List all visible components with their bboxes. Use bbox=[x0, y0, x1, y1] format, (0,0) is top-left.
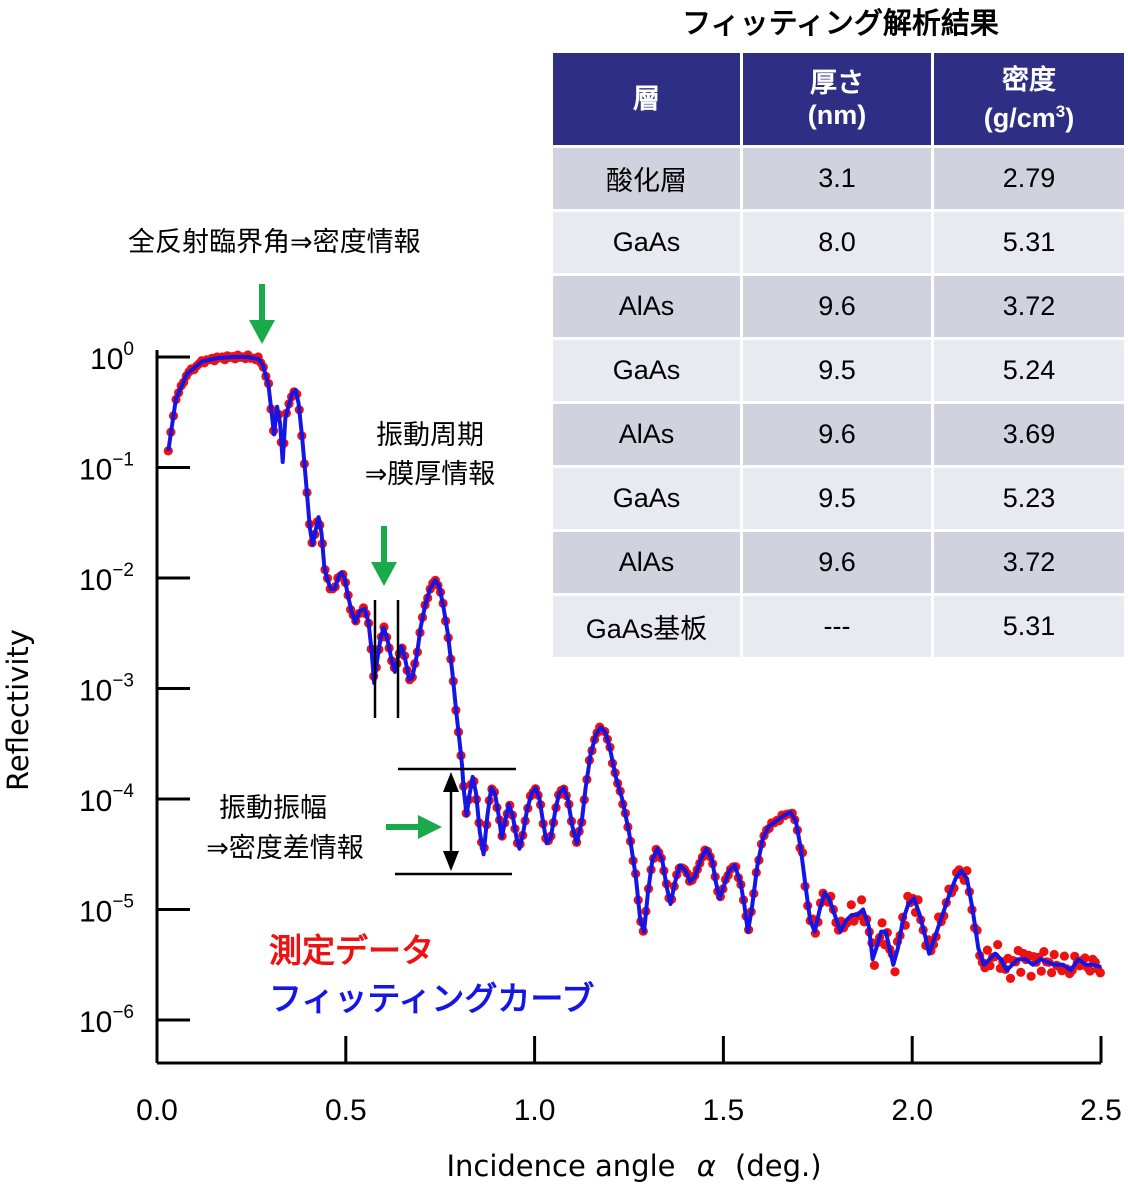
table-header-row: 層 厚さ (nm) 密度 (g/cm3) bbox=[553, 53, 1124, 145]
table-row: AlAs 9.6 3.69 bbox=[553, 404, 1124, 465]
legend-measured: 測定データ bbox=[269, 931, 434, 970]
table-row: GaAs 8.0 5.31 bbox=[553, 212, 1124, 273]
header-layer: 層 bbox=[553, 53, 740, 145]
cell-layer: GaAs基板 bbox=[553, 596, 740, 657]
table-body: 酸化層 3.1 2.79 GaAs 8.0 5.31 AlAs 9.6 3.72 GaAs 9.5 5… bbox=[553, 148, 1124, 657]
data-point bbox=[1095, 968, 1105, 978]
table-row: 酸化層 3.1 2.79 bbox=[553, 148, 1124, 209]
data-point bbox=[1039, 947, 1049, 957]
data-point bbox=[846, 900, 856, 910]
data-point bbox=[1026, 971, 1036, 981]
table-row: GaAs 9.5 5.24 bbox=[553, 340, 1124, 401]
header-thickness: 厚さ (nm) bbox=[743, 53, 931, 145]
data-point bbox=[869, 960, 880, 971]
period-arrow bbox=[371, 526, 397, 586]
header-density: 密度 (g/cm3) bbox=[934, 53, 1124, 145]
cell-layer: GaAs bbox=[553, 212, 740, 273]
data-point bbox=[877, 918, 887, 928]
table-row: AlAs 9.6 3.72 bbox=[553, 532, 1124, 593]
x-axis-title: Incidence angle α (deg.) bbox=[446, 1149, 821, 1183]
cell-layer: 酸化層 bbox=[553, 148, 740, 209]
cell-density: 5.31 bbox=[934, 212, 1124, 273]
data-point bbox=[890, 967, 900, 977]
cell-density: 3.72 bbox=[934, 276, 1124, 337]
x-tick-label: 0.0 bbox=[136, 1094, 178, 1127]
cell-layer: GaAs bbox=[553, 468, 740, 529]
table-row: AlAs 9.6 3.72 bbox=[553, 276, 1124, 337]
cell-thickness: 9.6 bbox=[743, 276, 931, 337]
cell-layer: AlAs bbox=[553, 404, 740, 465]
cell-density: 5.23 bbox=[934, 468, 1124, 529]
x-tick-label: 1.0 bbox=[514, 1094, 556, 1127]
cell-density: 5.24 bbox=[934, 340, 1124, 401]
table-title: フィッティング解析結果 bbox=[682, 6, 999, 40]
cell-thickness: 9.5 bbox=[743, 340, 931, 401]
amplitude-arrow bbox=[386, 815, 442, 839]
amplitude-annotation-line1: 振動振幅 bbox=[219, 793, 327, 824]
y-tick-label: 10−4 bbox=[79, 781, 134, 818]
cell-thickness: 3.1 bbox=[743, 148, 931, 209]
x-ticks: 0.0 0.5 1.0 1.5 2.0 2.5 bbox=[136, 1036, 1122, 1127]
data-point bbox=[1059, 951, 1069, 961]
legend-fitting: フィッティングカーブ bbox=[269, 979, 594, 1018]
table-row: GaAs基板 --- 5.31 bbox=[553, 596, 1124, 657]
fitting-curve bbox=[166, 355, 1102, 973]
cell-layer: GaAs bbox=[553, 340, 740, 401]
period-annotation-line2: ⇒膜厚情報 bbox=[365, 459, 496, 490]
data-point bbox=[1036, 966, 1046, 976]
y-tick-label: 10−6 bbox=[79, 1002, 134, 1039]
y-tick-label: 10−2 bbox=[79, 560, 134, 597]
fitting-results-panel: フィッティング解析結果 層 厚さ (nm) 密度 (g/cm3) 酸化層 3.1 2.7… bbox=[553, 0, 1128, 660]
period-annotation-line1: 振動周期 bbox=[376, 420, 484, 451]
data-point bbox=[1016, 967, 1026, 977]
fitting-results-table: 層 厚さ (nm) 密度 (g/cm3) 酸化層 3.1 2.79 GaAs 8.0 5.31… bbox=[550, 50, 1127, 660]
cell-thickness: 9.5 bbox=[743, 468, 931, 529]
y-ticks: 100 10−1 10−2 10−3 10−4 10−5 10−6 bbox=[79, 339, 190, 1039]
cell-thickness: 9.6 bbox=[743, 404, 931, 465]
cell-density: 2.79 bbox=[934, 148, 1124, 209]
data-point bbox=[1005, 973, 1016, 984]
x-tick-label: 0.5 bbox=[325, 1094, 367, 1127]
amplitude-annotation-line2: ⇒密度差情報 bbox=[206, 833, 364, 864]
x-axis-symbol: α bbox=[697, 1149, 716, 1183]
cell-thickness: 9.6 bbox=[743, 532, 931, 593]
y-tick-label: 10−5 bbox=[79, 892, 134, 929]
x-tick-label: 2.5 bbox=[1080, 1094, 1122, 1127]
cell-thickness: --- bbox=[743, 596, 931, 657]
x-tick-label: 2.0 bbox=[891, 1094, 933, 1127]
y-tick-label: 10−1 bbox=[79, 450, 134, 487]
y-tick-label: 100 bbox=[90, 339, 134, 376]
cell-density: 3.72 bbox=[934, 532, 1124, 593]
data-point bbox=[993, 940, 1003, 950]
x-axis-title-text: Incidence angle bbox=[446, 1149, 675, 1183]
x-tick-label: 1.5 bbox=[703, 1094, 745, 1127]
data-point bbox=[1085, 966, 1095, 976]
critical-angle-arrow bbox=[249, 284, 275, 344]
cell-layer: AlAs bbox=[553, 276, 740, 337]
cell-density: 5.31 bbox=[934, 596, 1124, 657]
amplitude-arrow-up-head bbox=[443, 772, 459, 792]
critical-angle-annotation: 全反射臨界角⇒密度情報 bbox=[128, 227, 421, 258]
cell-density: 3.69 bbox=[934, 404, 1124, 465]
y-tick-label: 10−3 bbox=[79, 671, 134, 708]
cell-thickness: 8.0 bbox=[743, 212, 931, 273]
data-point bbox=[1049, 949, 1059, 960]
data-point bbox=[982, 945, 993, 955]
x-axis-unit: (deg.) bbox=[735, 1149, 822, 1183]
data-point bbox=[857, 895, 867, 905]
cell-layer: AlAs bbox=[553, 532, 740, 593]
amplitude-arrow-down-head bbox=[443, 851, 459, 871]
y-axis-title: Reflectivity bbox=[1, 629, 35, 791]
table-row: GaAs 9.5 5.23 bbox=[553, 468, 1124, 529]
data-point bbox=[1047, 968, 1057, 978]
